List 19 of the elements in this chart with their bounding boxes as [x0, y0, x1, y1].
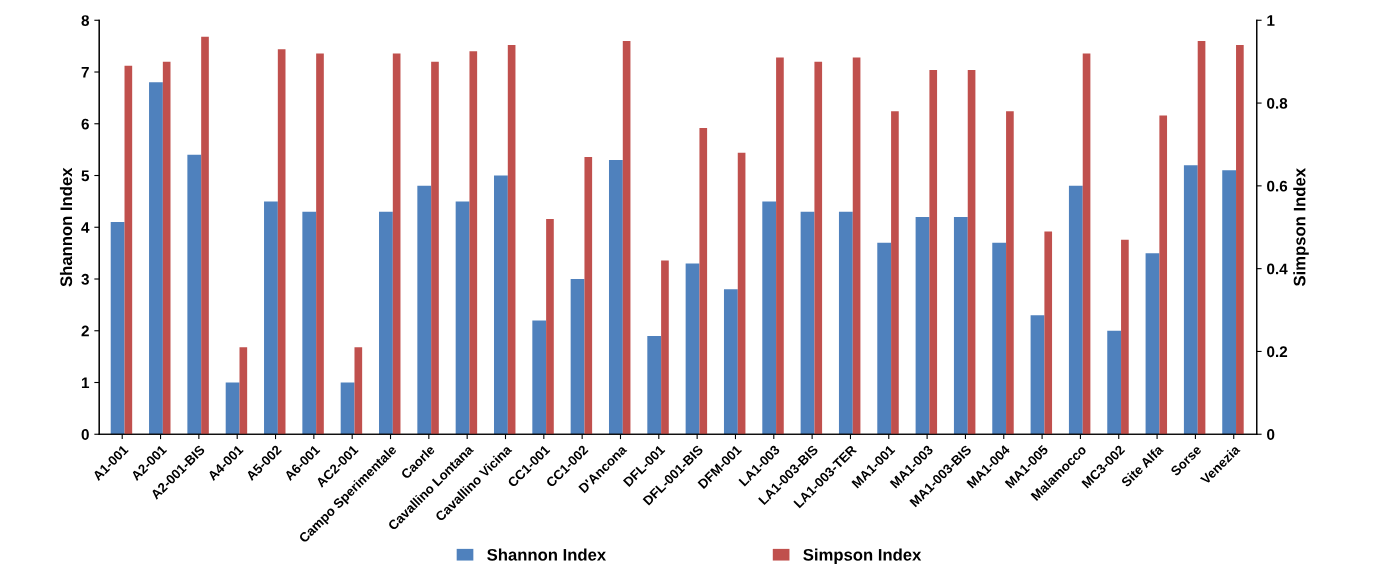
- y2-tick-label: 0.4: [1267, 263, 1288, 275]
- y-tick-label: 6: [81, 118, 89, 130]
- y-tick-label: 8: [81, 15, 90, 26]
- legend-label: Shannon Index: [487, 548, 607, 561]
- y-tick-label: 3: [81, 273, 89, 285]
- legend-label: Simpson Index: [803, 548, 922, 564]
- y2-axis-title: Simpson Index: [1293, 168, 1309, 287]
- y-tick-label: 1: [81, 377, 90, 389]
- y2-tick-label: 0.6: [1267, 180, 1288, 192]
- y2-tick-label: 0: [1267, 429, 1275, 440]
- y2-tick-label: 0.8: [1267, 97, 1288, 109]
- y-tick-label: 4: [81, 222, 90, 233]
- y-tick-label: 5: [81, 170, 90, 182]
- y-tick-label: 0: [81, 429, 89, 440]
- y-axis-title: Shannon Index: [59, 167, 73, 287]
- y-tick-label: 2: [81, 325, 89, 337]
- y-tick-label: 7: [81, 67, 89, 78]
- y2-tick-label: 1: [1267, 15, 1275, 26]
- y2-tick-label: 0.2: [1267, 346, 1288, 358]
